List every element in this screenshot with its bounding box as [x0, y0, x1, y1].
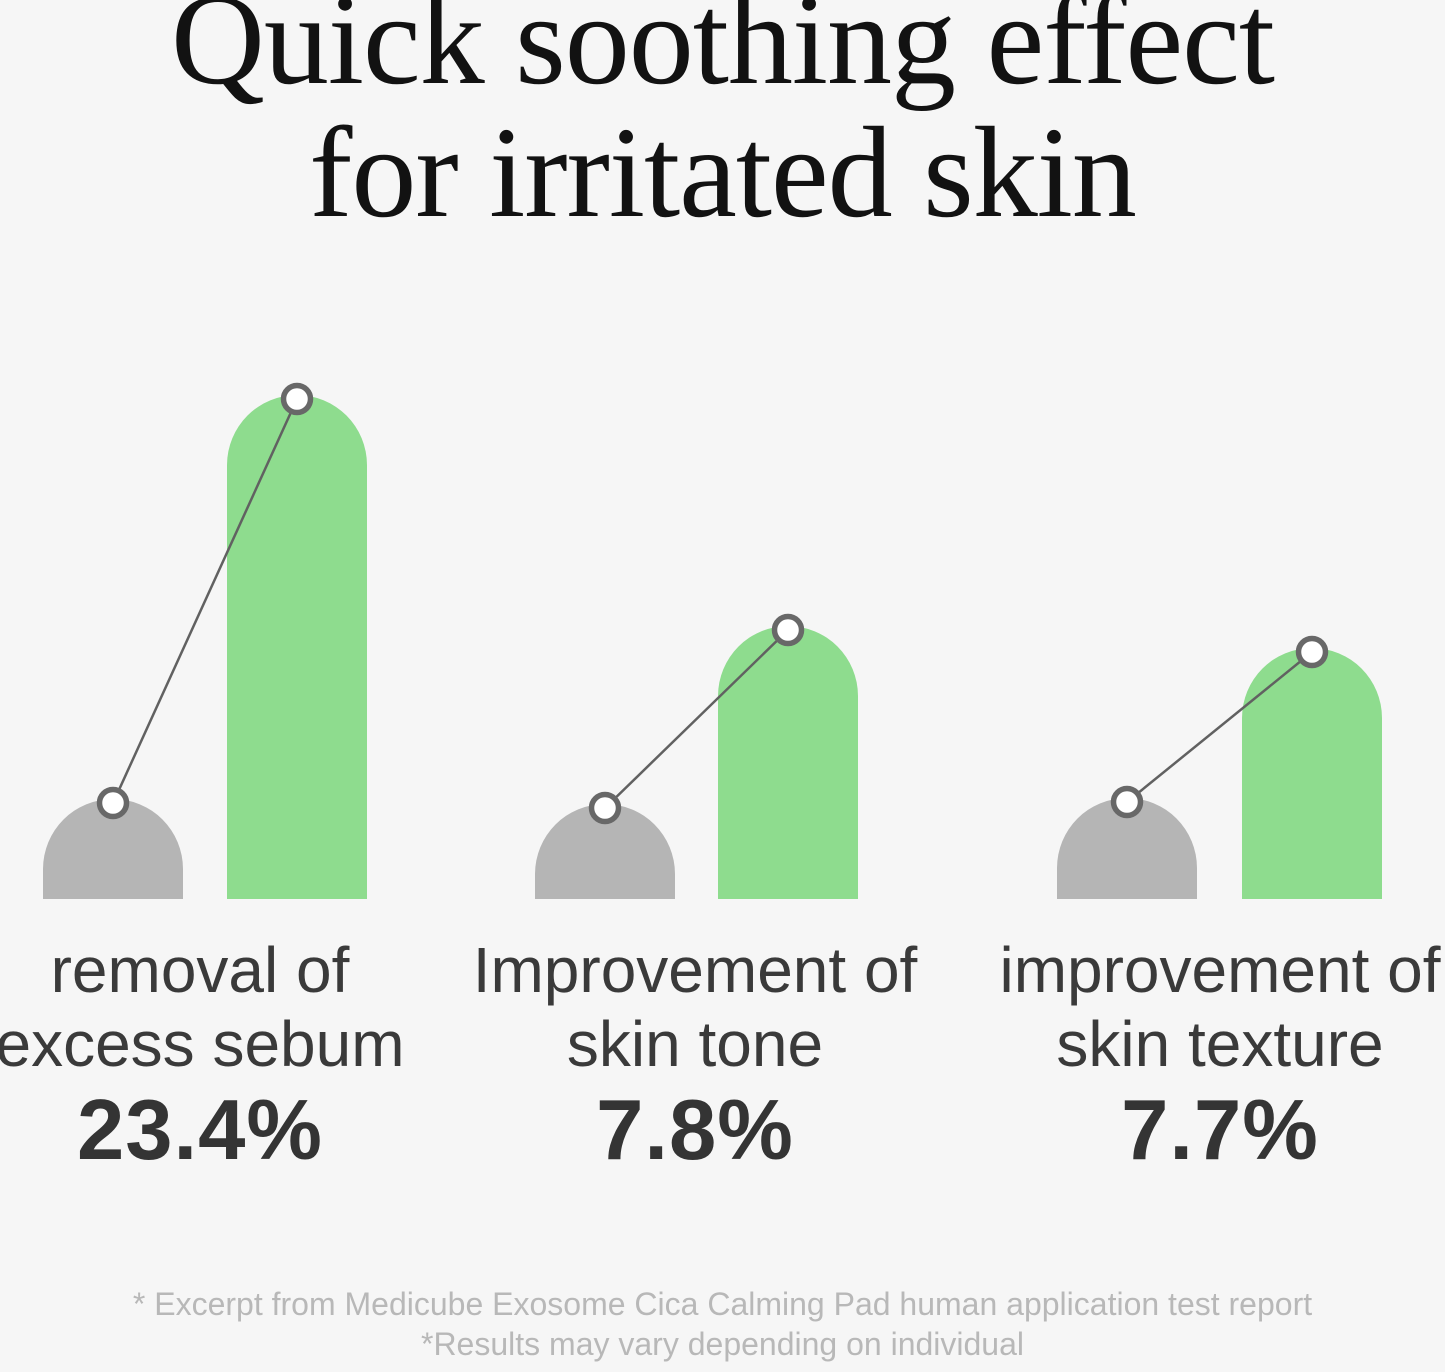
before-bar: [535, 804, 675, 899]
after-bar: [718, 626, 858, 899]
bar-group-1: [43, 382, 367, 899]
page-title-line1: Quick soothing effect: [171, 0, 1275, 112]
footnote: * Excerpt from Medicube Exosome Cica Cal…: [0, 1284, 1445, 1364]
group-label-line2: skin texture: [1056, 1008, 1384, 1080]
before-bar: [43, 799, 183, 899]
value-label-skin-texture: 7.7%: [1121, 1083, 1319, 1178]
after-marker: [280, 382, 314, 416]
page-title-line2: for irritated skin: [309, 101, 1137, 245]
connector-line: [111, 398, 299, 804]
group-label-sebum-removal: removal of excess sebum 23.4%: [0, 933, 460, 1173]
group-label-skin-texture: improvement of skin texture 7.7%: [960, 933, 1445, 1173]
footnote-line1: * Excerpt from Medicube Exosome Cica Cal…: [132, 1286, 1313, 1322]
after-marker: [1295, 635, 1329, 669]
group-label-line1: Improvement of: [472, 934, 918, 1006]
after-marker: [771, 613, 805, 647]
connector-line: [604, 629, 789, 809]
after-bar: [1242, 648, 1382, 899]
value-label-sebum-removal: 23.4%: [76, 1083, 323, 1178]
group-label-line2: excess sebum: [0, 1008, 405, 1080]
footnote-line2: *Results may vary depending on individua…: [420, 1326, 1024, 1362]
page-title: Quick soothing effect for irritated skin: [0, 0, 1445, 240]
group-label-skin-tone: Improvement of skin tone 7.8%: [435, 933, 955, 1173]
bar-group-2: [535, 613, 858, 899]
after-bar: [227, 395, 367, 899]
connector-line: [1126, 651, 1313, 803]
group-label-line2: skin tone: [566, 1008, 824, 1080]
group-label-line1: improvement of: [999, 934, 1441, 1006]
group-label-line1: removal of: [50, 934, 350, 1006]
value-label-skin-tone: 7.8%: [596, 1083, 794, 1178]
before-marker: [96, 786, 130, 820]
before-marker: [588, 791, 622, 825]
bar-group-3: [1057, 635, 1382, 899]
before-marker: [1110, 785, 1144, 819]
before-bar: [1057, 798, 1197, 899]
